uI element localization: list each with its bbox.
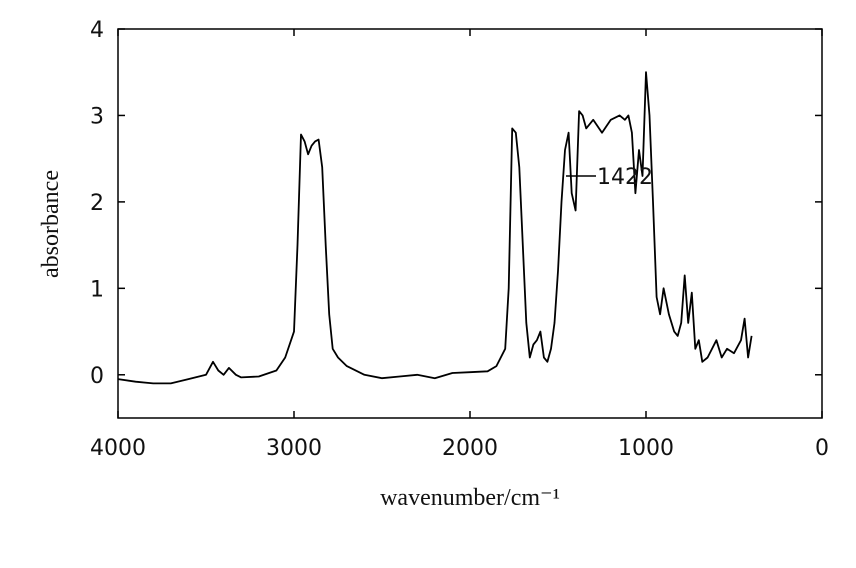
annotation: 1422	[597, 165, 653, 190]
y-axis-label: absorbance	[38, 170, 64, 278]
x-tick-label: 2000	[442, 436, 498, 461]
y-tick-label: 0	[90, 364, 104, 389]
x-tick-label: 1000	[618, 436, 674, 461]
spectrum-line	[117, 71, 753, 385]
x-tick-label: 4000	[90, 436, 146, 461]
x-axis-label: wavenumber/cm⁻¹	[380, 485, 560, 511]
x-tick-label: 0	[815, 436, 829, 461]
y-tick-label: 3	[90, 104, 104, 129]
plot-frame	[117, 28, 823, 419]
x-tick-label: 3000	[266, 436, 322, 461]
y-tick-label: 2	[90, 191, 104, 216]
y-tick-label: 4	[90, 18, 104, 43]
y-tick-label: 1	[90, 277, 104, 302]
